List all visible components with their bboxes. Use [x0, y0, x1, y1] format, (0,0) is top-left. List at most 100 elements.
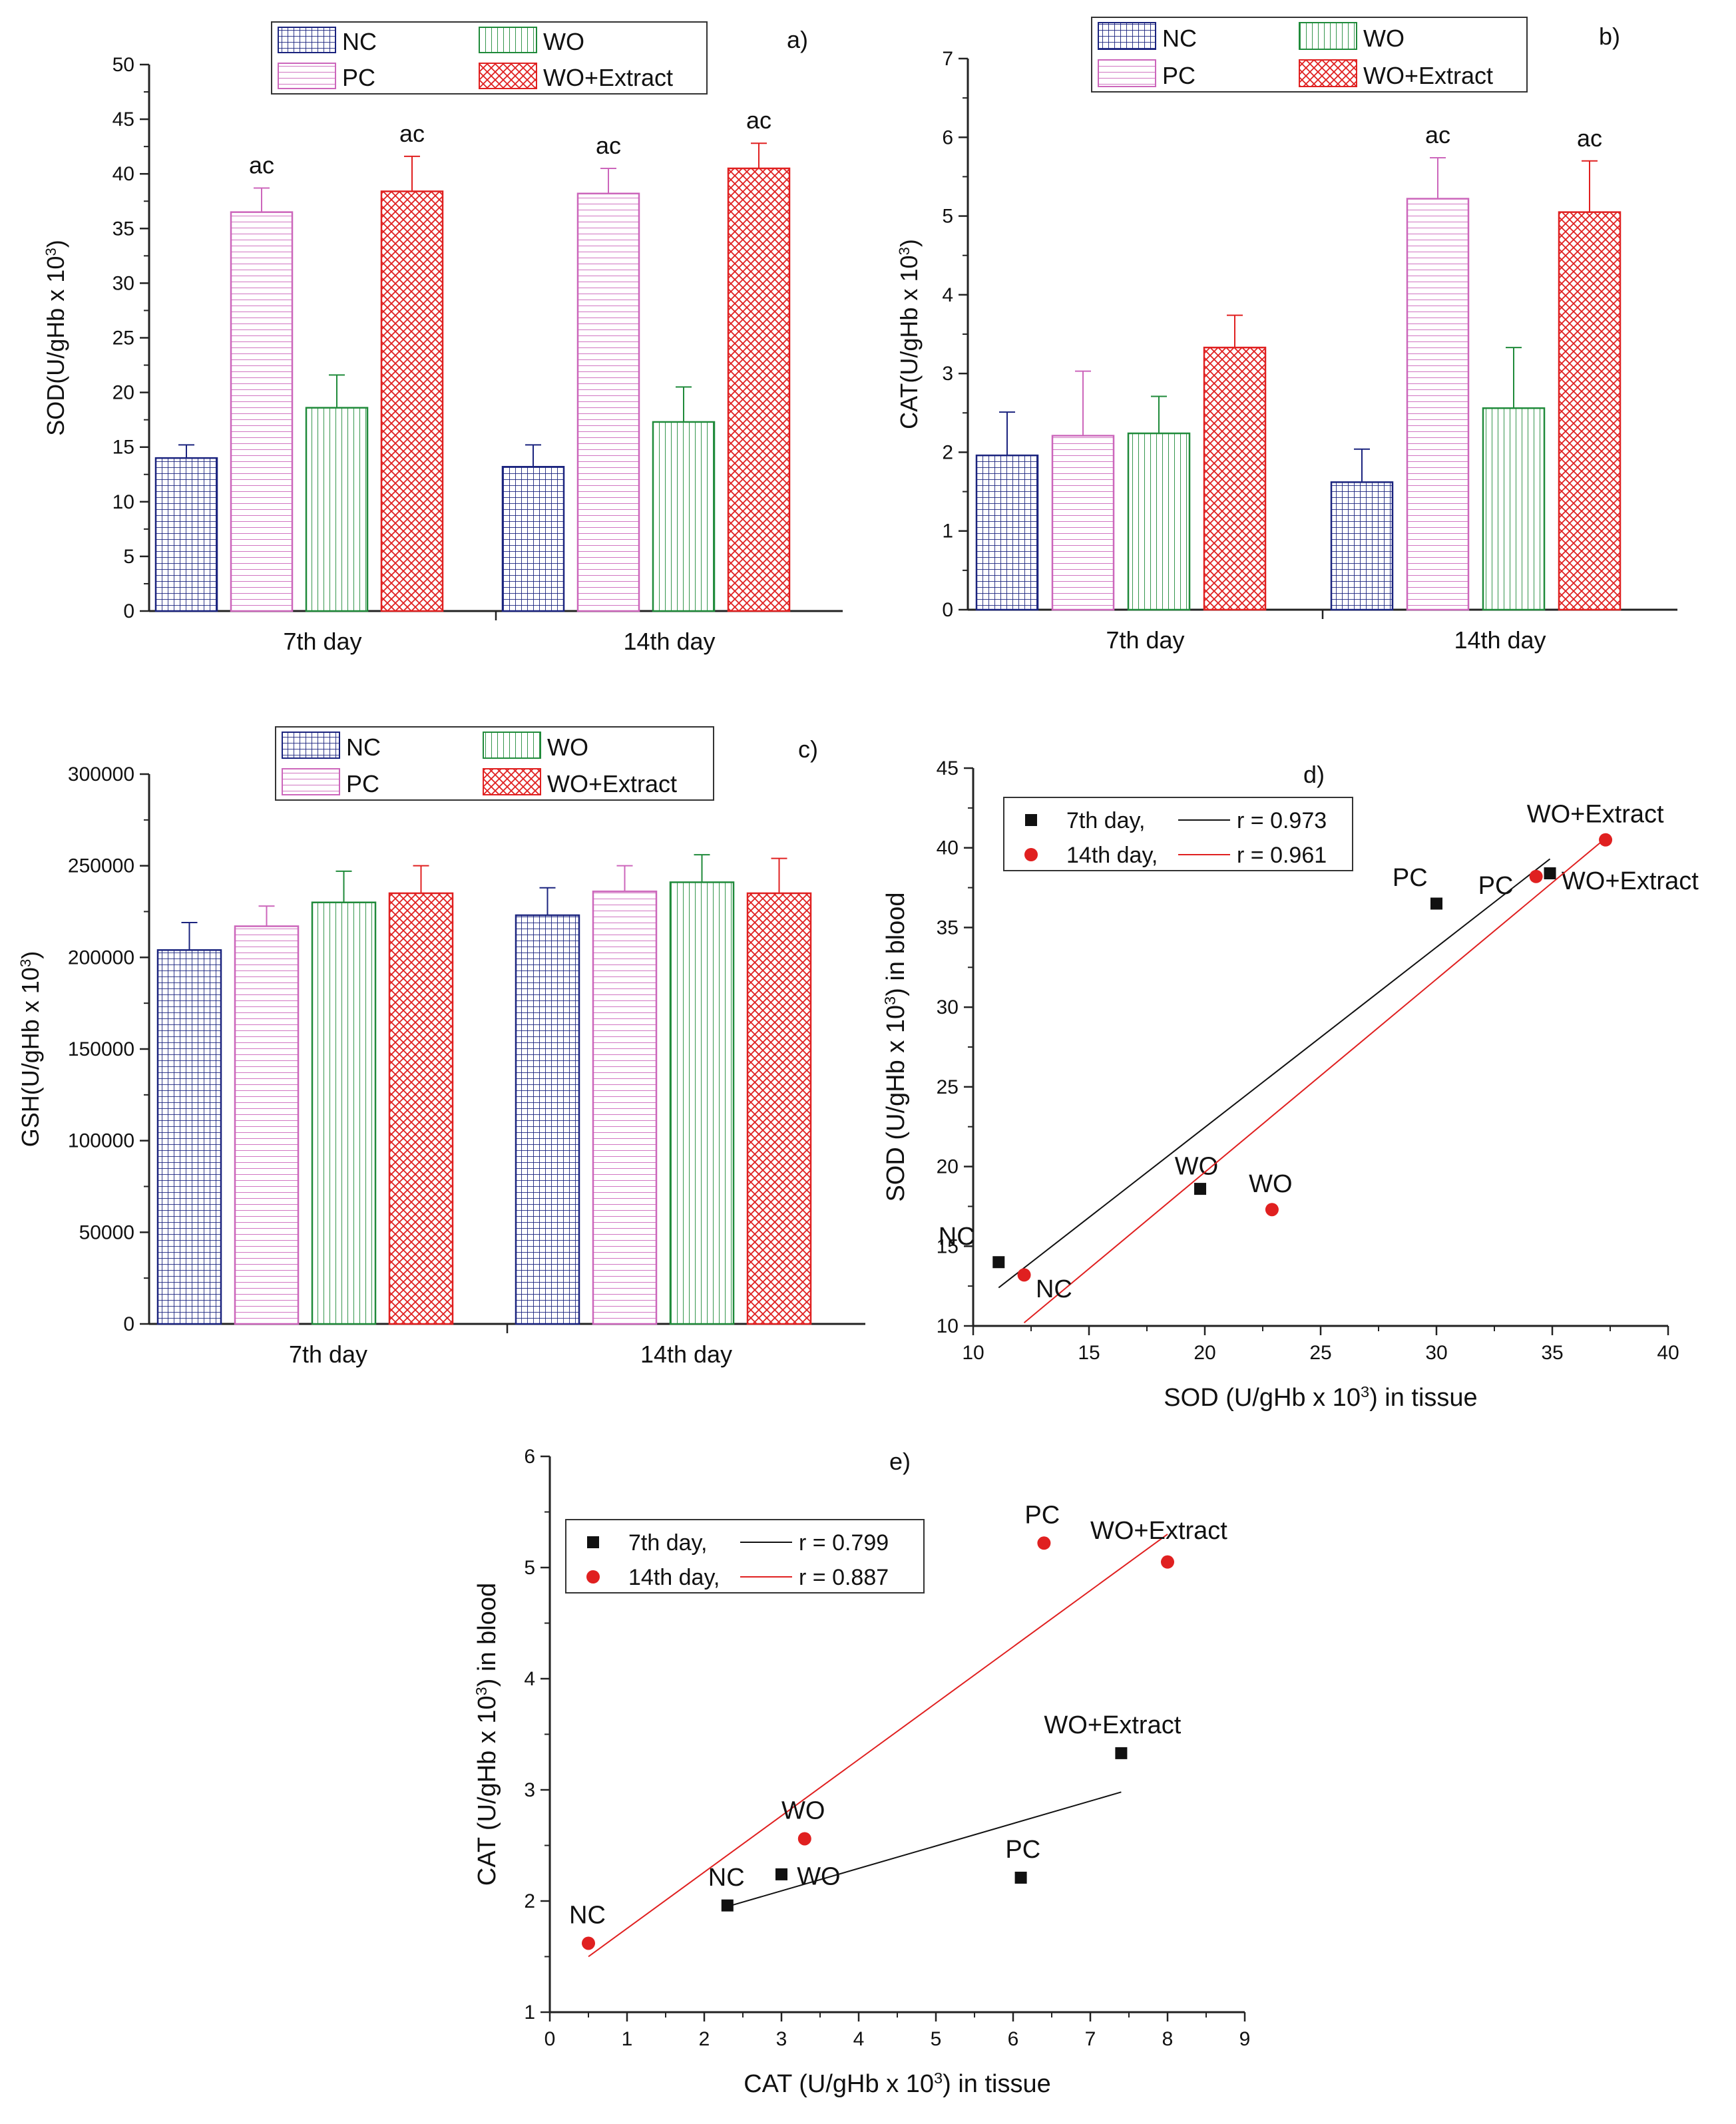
data-point-square — [721, 1899, 734, 1912]
y-tick-label: 5 — [942, 206, 953, 228]
point-label: PC — [1024, 1502, 1060, 1530]
legend-swatch-pc — [278, 63, 336, 89]
legend — [565, 1519, 925, 1593]
legend-label: WO+Extract — [543, 64, 673, 91]
legend-marker — [587, 1536, 599, 1548]
legend-label: WO+Extract — [1363, 62, 1493, 89]
y-tick-label: 0 — [123, 1313, 134, 1335]
legend-swatch-nc — [1098, 22, 1156, 50]
y-tick-label: 300000 — [68, 763, 134, 785]
bar-nc — [156, 949, 222, 1325]
x-tick-label: 6 — [1008, 2028, 1019, 2050]
legend-label: 7th day, — [628, 1530, 707, 1556]
legend-label: NC — [342, 28, 377, 55]
y-axis-label: CAT (U/gHb x 103) in blood — [473, 1583, 501, 1886]
bar-nc — [501, 466, 565, 612]
bar-woe — [1558, 211, 1622, 611]
bar-wo — [1482, 407, 1546, 611]
legend-label: WO — [543, 28, 584, 55]
y-tick-label: 1 — [524, 2002, 535, 2023]
point-label: NC — [569, 1902, 606, 1930]
y-tick-label: 35 — [937, 917, 959, 939]
y-tick-label: 2 — [942, 441, 953, 463]
legend-label: PC — [342, 64, 375, 91]
y-tick-label: 150000 — [68, 1038, 134, 1060]
y-tick-label: 250000 — [68, 855, 134, 877]
point-label: PC — [1478, 872, 1514, 900]
fit-line-day7 — [998, 858, 1551, 1289]
bar-pc — [592, 890, 658, 1325]
y-tick-label: 30 — [937, 996, 959, 1018]
x-tick-label: 14th day — [1454, 626, 1546, 654]
bar-pc — [1406, 198, 1470, 611]
data-point-circle — [1037, 1536, 1051, 1550]
y-tick-label: 10 — [937, 1315, 959, 1337]
legend-r-value: r = 0.961 — [1237, 843, 1327, 868]
y-axis-label: SOD(U/gHb x 103) — [42, 240, 69, 436]
y-tick-label: 25 — [937, 1076, 959, 1098]
legend-swatch-wo — [1299, 22, 1357, 50]
y-tick-label: 50 — [112, 54, 134, 76]
y-axis-label: CAT(U/gHb x 103) — [895, 239, 923, 429]
y-tick-label: 4 — [524, 1668, 535, 1690]
x-tick-label: 7 — [1085, 2028, 1096, 2050]
bar-nc — [154, 457, 218, 612]
point-label: WO — [1249, 1170, 1292, 1198]
point-label: WO+Extract — [1044, 1711, 1181, 1739]
legend-label: WO+Extract — [547, 770, 677, 797]
panel-label: b) — [1599, 23, 1620, 50]
y-tick-label: 2 — [524, 1890, 535, 1912]
data-point-square — [775, 1868, 787, 1880]
data-point-square — [1194, 1183, 1207, 1195]
x-tick-label: 10 — [962, 1342, 984, 1364]
bar-chart-a: 0 5 10 15 20 25 30 35 40 45 50 7th day ac ac 14th day a… — [112, 21, 843, 655]
legend-r-value: r = 0.887 — [799, 1565, 889, 1590]
data-point-square — [1430, 897, 1442, 910]
legend-swatch-pc — [282, 768, 340, 795]
bar-woe — [388, 892, 454, 1325]
bar-wo — [652, 421, 716, 612]
point-label: NC — [708, 1864, 745, 1892]
legend-swatch-wo — [479, 27, 537, 53]
x-tick-label: 25 — [1309, 1342, 1331, 1364]
x-tick-label: 4 — [853, 2028, 865, 2050]
x-tick-label: 40 — [1657, 1342, 1679, 1364]
y-tick-label: 5 — [524, 1557, 535, 1579]
bar-nc — [975, 454, 1039, 611]
legend-label: PC — [1162, 62, 1195, 89]
x-tick-label: 2 — [699, 2028, 710, 2050]
data-point-circle — [582, 1936, 595, 1950]
data-point-square — [1014, 1871, 1027, 1884]
x-axis-label: SOD (U/gHb x 103) in tissue — [1164, 1383, 1477, 1412]
y-tick-label: 20 — [937, 1156, 959, 1178]
point-label: NC — [939, 1223, 975, 1251]
legend-label: WO — [1363, 25, 1405, 52]
x-tick-label: 30 — [1425, 1342, 1447, 1364]
point-label: PC — [1393, 864, 1428, 892]
x-tick-label: 8 — [1162, 2028, 1174, 2050]
x-tick-label: 20 — [1194, 1342, 1215, 1364]
y-tick-label: 3 — [942, 363, 953, 385]
x-tick-label: 0 — [544, 2028, 556, 2050]
scatter-chart-d: 10 15 20 25 30 35 40 10 15 20 25 30 35 40 45 d) NC PC WO WO… — [937, 757, 1699, 1364]
significance-label: ac — [1577, 124, 1602, 152]
x-tick-label: 14th day — [640, 1341, 732, 1368]
y-tick-label: 6 — [942, 126, 953, 148]
y-tick-label: 40 — [112, 163, 134, 185]
significance-label: ac — [596, 132, 621, 159]
legend-label: 14th day, — [1066, 843, 1158, 868]
bar-woe — [727, 167, 791, 612]
x-tick-label: 15 — [1078, 1342, 1100, 1364]
significance-label: ac — [399, 120, 425, 147]
legend-r-value: r = 0.973 — [1237, 808, 1327, 833]
point-label: PC — [1005, 1836, 1040, 1864]
bar-nc — [1330, 481, 1394, 611]
panel-label: c) — [798, 736, 818, 763]
point-label: WO+Extract — [1562, 867, 1699, 895]
panel-label: d) — [1303, 761, 1325, 788]
legend — [1003, 797, 1353, 871]
bar-pc — [234, 925, 300, 1325]
legend-label: NC — [1162, 25, 1197, 52]
point-label: WO+Extract — [1527, 800, 1664, 828]
